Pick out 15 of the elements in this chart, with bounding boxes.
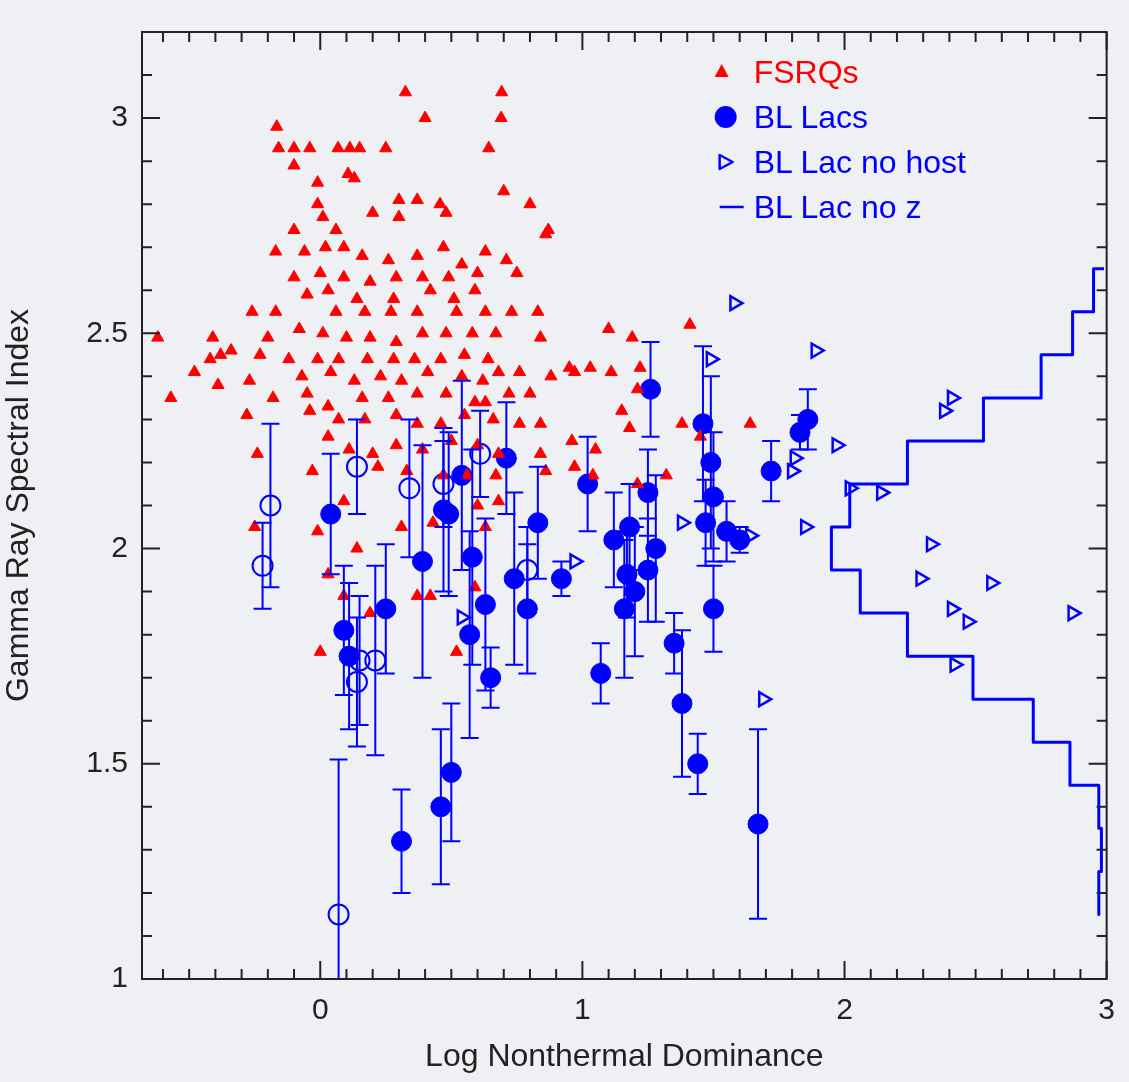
x-tick-label: 3	[1098, 992, 1115, 1026]
x-tick-label: 2	[836, 992, 853, 1026]
legend-label: BL Lac no host	[753, 143, 967, 180]
x-tick-label: 0	[311, 992, 329, 1026]
legend-label: FSRQs	[753, 53, 859, 90]
y-axis-title: Gamma Ray Spectral Index	[0, 308, 36, 703]
x-axis-title: Log Nonthermal Dominance	[425, 1036, 824, 1073]
y-tick-label: 3	[111, 99, 128, 133]
legend-label: BL Lac no z	[753, 188, 922, 225]
y-tick-label: 1.5	[86, 745, 128, 779]
y-tick-label: 2.5	[86, 314, 128, 348]
legend-label: BL Lacs	[753, 98, 869, 135]
x-tick-label: 1	[574, 992, 591, 1026]
y-tick-label: 1	[111, 960, 128, 994]
y-tick-label: 2	[111, 529, 128, 563]
